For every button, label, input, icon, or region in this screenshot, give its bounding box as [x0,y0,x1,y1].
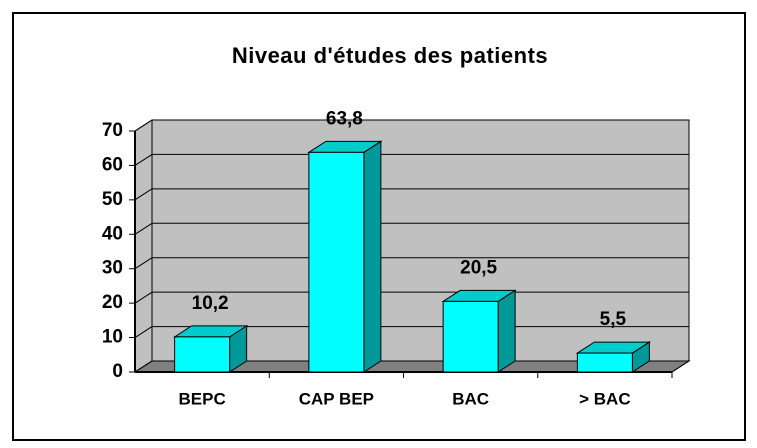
y-tick-label: 20 [102,292,123,313]
x-tick-label: BAC [452,389,489,408]
grid-line [134,360,153,373]
chart-title: Niveau d'études des patients [232,43,548,68]
data-label: 10,2 [192,293,229,314]
grid-line [134,326,153,338]
y-tick-label: 70 [102,120,123,141]
bar [174,336,231,373]
y-tick-label: 50 [102,189,123,210]
x-tick-label: CAP BEP [299,389,374,408]
grid-line [134,188,153,201]
grid-line [134,154,153,166]
grid-line [134,291,153,304]
data-label: 20,5 [460,257,497,278]
y-tick-label: 10 [102,327,123,348]
y-tick-label: 30 [102,258,123,279]
x-tick-label: > BAC [579,389,630,408]
bar-side [363,140,382,373]
side-wall [134,119,153,373]
data-label: 63,8 [326,108,363,129]
y-tick-label: 0 [112,361,123,382]
bar [576,352,633,373]
grid-line [134,119,153,132]
grid-line [134,222,153,235]
data-label: 5,5 [600,309,627,330]
y-tick-label: 40 [102,223,123,244]
x-tick-label: BEPC [179,389,226,408]
grid-line [134,257,153,270]
x-axis-end [671,360,690,373]
bar [308,151,365,373]
bar [442,300,499,373]
bar-side [497,289,516,373]
y-tick-label: 60 [102,154,123,175]
